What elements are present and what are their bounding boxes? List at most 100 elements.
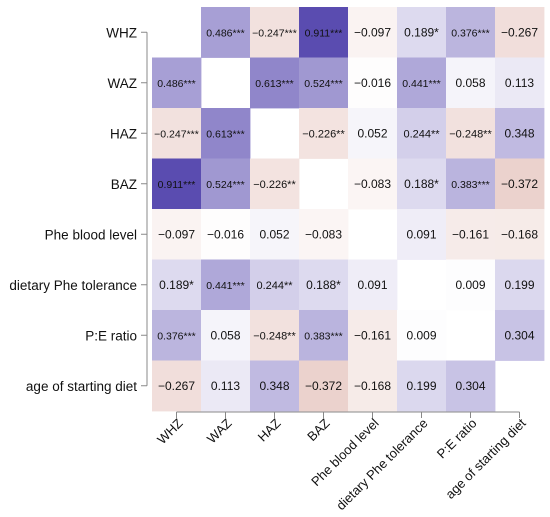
cell-value-label: −0.372	[305, 379, 342, 393]
cell-value-label: −0.267	[501, 25, 538, 39]
column-label: WAZ	[204, 415, 235, 446]
heatmap-cell	[152, 310, 202, 361]
heatmap-cell	[495, 310, 545, 361]
heatmap-cell	[299, 57, 349, 109]
cell-value-label: −0.226**	[253, 179, 296, 191]
heatmap-cell	[201, 108, 251, 159]
heatmap-cell	[446, 108, 496, 159]
column-label: dietary Phe tolerance	[333, 416, 430, 513]
cell-value-label: −0.083	[305, 227, 342, 241]
heatmap-cell	[495, 259, 545, 311]
cell-value-label: −0.247***	[252, 27, 297, 39]
cell-value-label: 0.348	[259, 379, 289, 393]
heatmap-cell	[299, 259, 349, 311]
cell-value-label: −0.097	[354, 25, 391, 39]
cell-value-label: 0.304	[455, 379, 485, 393]
cell-value-label: 0.376***	[157, 330, 196, 342]
cell-value-label: 0.524***	[304, 78, 343, 90]
heatmap-cell	[397, 158, 447, 210]
cell-value-label: 0.052	[357, 126, 387, 140]
heatmap-cell	[446, 7, 496, 58]
heatmap-cell	[201, 259, 251, 311]
heatmap-cell	[152, 158, 202, 210]
row-label: HAZ	[110, 126, 137, 141]
heatmap-cell	[348, 57, 398, 109]
heatmap-cell	[397, 360, 447, 412]
cell-value-label: −0.248**	[253, 330, 296, 342]
heatmap-cell	[495, 158, 545, 210]
heatmap-cell	[250, 7, 300, 58]
cell-value-label: 0.441***	[402, 78, 441, 90]
cell-value-label: 0.188*	[306, 278, 341, 292]
heatmap-cell	[397, 7, 447, 58]
heatmap-cell	[152, 57, 202, 109]
heatmap-cell	[495, 209, 545, 260]
heatmap-cell	[348, 108, 398, 159]
cell-value-label: 0.613***	[255, 78, 294, 90]
cell-value-label: 0.486***	[206, 27, 245, 39]
heatmap-cell	[299, 360, 349, 412]
heatmap-cell	[495, 108, 545, 159]
heatmap-cell	[348, 360, 398, 412]
cell-value-label: 0.199	[504, 278, 534, 292]
heatmap-cell	[299, 7, 349, 58]
heatmap-cell	[446, 360, 496, 412]
cell-value-label: −0.161	[354, 328, 391, 342]
cell-value-label: −0.083	[354, 177, 391, 191]
heatmap-cell	[201, 310, 251, 361]
cell-value-label: −0.016	[354, 76, 391, 90]
cell-value-label: 0.091	[357, 278, 387, 292]
cell-value-label: −0.247***	[154, 128, 199, 140]
cell-value-label: −0.168	[501, 227, 538, 241]
heatmap-cell	[397, 108, 447, 159]
cell-value-label: 0.244**	[256, 280, 293, 292]
cell-value-label: 0.052	[259, 227, 289, 241]
row-label: WAZ	[108, 76, 138, 91]
cell-value-label: −0.016	[207, 227, 244, 241]
heatmap-cell	[348, 310, 398, 361]
cell-value-label: 0.486***	[157, 78, 196, 90]
heatmap-cell	[201, 209, 251, 260]
cell-value-label: 0.383***	[304, 330, 343, 342]
cell-value-label: −0.161	[452, 227, 489, 241]
cell-value-label: −0.267	[158, 379, 195, 393]
heatmap-cell	[201, 360, 251, 412]
heatmap-cell	[201, 158, 251, 210]
heatmap-cell	[250, 259, 300, 311]
cell-value-label: 0.304	[504, 328, 534, 342]
column-label: P:E ratio	[434, 416, 480, 462]
cell-value-label: 0.189*	[404, 25, 439, 39]
heatmap-cell	[152, 360, 202, 412]
heatmap-cell	[250, 360, 300, 412]
heatmap-cell	[446, 57, 496, 109]
cell-value-label: 0.613***	[206, 128, 245, 140]
heatmap-cell	[348, 158, 398, 210]
cell-value-label: 0.911***	[305, 27, 343, 39]
heatmap-cell	[299, 108, 349, 159]
cell-value-label: 0.524***	[206, 179, 245, 191]
cell-value-label: 0.376***	[451, 27, 490, 39]
cell-value-label: 0.009	[455, 278, 485, 292]
heatmap-cell	[397, 209, 447, 260]
heatmap-cell	[250, 158, 300, 210]
heatmap-cell	[348, 7, 398, 58]
heatmap-cell	[299, 209, 349, 260]
heatmap-cell	[495, 57, 545, 109]
cell-value-label: 0.348	[504, 126, 534, 140]
cell-value-label: 0.091	[406, 227, 436, 241]
heatmap-cell	[495, 7, 545, 58]
heatmap-cell	[299, 310, 349, 361]
column-label: HAZ	[255, 415, 284, 444]
cell-value-label: 0.199	[406, 379, 436, 393]
heatmap-cells: 0.486*** −0.247*** 0.911*** −0.097 0.189* 0.3…	[152, 7, 545, 412]
column-label: BAZ	[304, 415, 333, 444]
heatmap-cell	[397, 57, 447, 109]
heatmap-cell	[250, 209, 300, 260]
cell-value-label: 0.058	[210, 328, 240, 342]
heatmap-cell	[152, 209, 202, 260]
heatmap-cell	[250, 57, 300, 109]
cell-value-label: 0.113	[505, 76, 534, 90]
cell-value-label: 0.911***	[158, 179, 196, 191]
row-label: WHZ	[106, 25, 137, 40]
cell-value-label: 0.058	[455, 76, 485, 90]
